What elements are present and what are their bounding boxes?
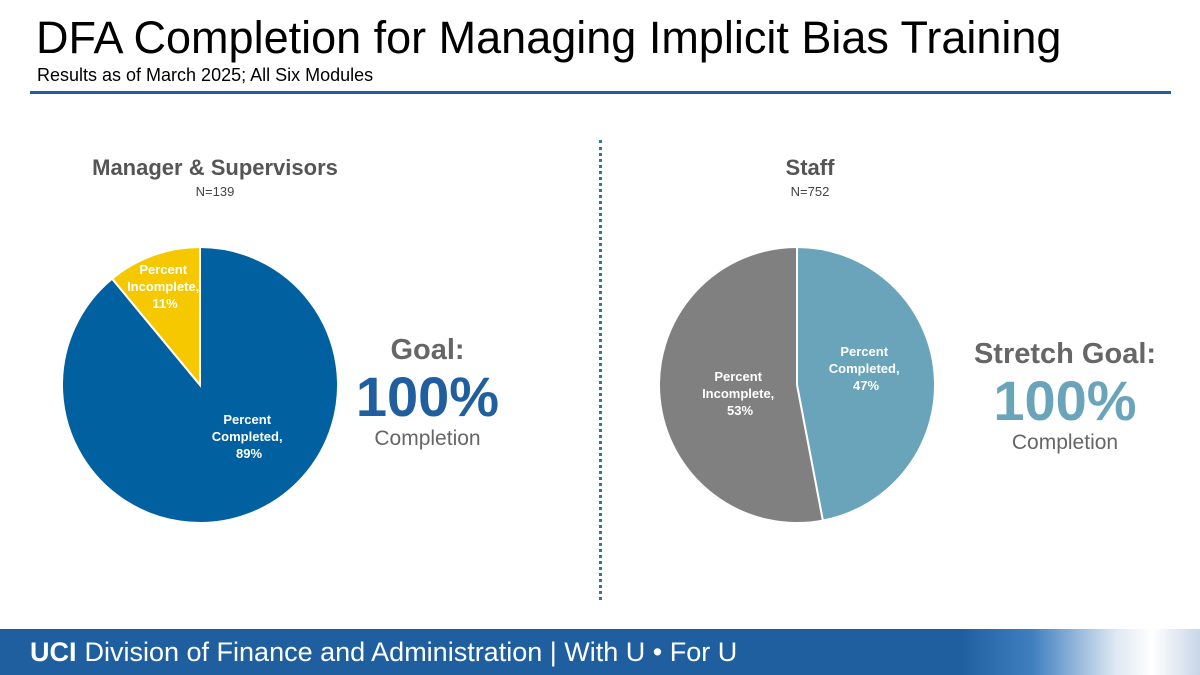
- staff-pie-chart: Percent Completed, 47% Percent Incomplet…: [658, 245, 936, 524]
- managers-incomplete-label-1: Percent: [139, 262, 187, 277]
- staff-incomplete-label-1: Percent: [714, 369, 762, 384]
- managers-completed-label-2: Completed,: [212, 429, 283, 444]
- svg-text:Percent Completed, 89%: Percent Completed, 89%: [212, 412, 286, 461]
- managers-incomplete-label-3: 11%: [152, 296, 178, 311]
- staff-goal-block: Stretch Goal: 100% Completion: [960, 337, 1170, 455]
- staff-completed-label-2: Completed,: [829, 361, 900, 376]
- staff-completed-label-3: 47%: [853, 378, 879, 393]
- staff-incomplete-label-2: Incomplete,: [702, 386, 774, 401]
- managers-goal-label: Goal:: [390, 334, 465, 366]
- managers-goal-completion: Completion: [374, 427, 481, 450]
- footer-branding: UCI Division of Finance and Administratio…: [30, 636, 737, 668]
- svg-text:Percent Incomplete, 53: Percent Incomplete, 53%: [702, 369, 778, 418]
- panel-divider: [599, 140, 602, 600]
- managers-chart-title: Manager & Supervisors: [92, 155, 338, 180]
- page-subtitle: Results as of March 2025; All Six Module…: [37, 65, 374, 85]
- staff-slice-completed: [796, 245, 936, 522]
- footer-logo: UCI: [30, 637, 77, 667]
- staff-completed-label-1: Percent: [840, 344, 888, 359]
- staff-incomplete-label-3: 53%: [727, 403, 753, 418]
- staff-sample-size: N=752: [790, 184, 830, 199]
- staff-goal-value: 100%: [993, 369, 1137, 432]
- managers-slice-incomplete: [110, 245, 201, 388]
- staff-goal-label: Stretch Goal:: [973, 338, 1157, 370]
- managers-goal-block: Goal: 100% Completion: [350, 333, 505, 451]
- managers-goal-value: 100%: [355, 365, 500, 428]
- managers-completed-label-3: 89%: [236, 446, 262, 461]
- managers-incomplete-label-2: Incomplete,: [127, 279, 199, 294]
- staff-goal-completion: Completion: [1011, 431, 1119, 454]
- staff-chart-title: Staff: [785, 155, 835, 180]
- staff-slice-incomplete: [658, 245, 825, 524]
- managers-pie-chart: Percent Completed, 89% Percent Incomplet…: [61, 245, 339, 524]
- footer-tagline: Division of Finance and Administration |…: [84, 637, 738, 667]
- managers-sample-size: N=139: [195, 184, 235, 199]
- managers-completed-label-1: Percent: [223, 412, 271, 427]
- svg-text:Percent Incomplete, 11: Percent Incomplete, 11%: [127, 262, 203, 311]
- svg-text:Percent Completed, 47%: Percent Completed, 47%: [829, 344, 903, 393]
- footer-bar: UCI Division of Finance and Administratio…: [0, 629, 1200, 675]
- title-underline: [30, 91, 1171, 94]
- page-title: DFA Completion for Managing Implicit Bia…: [36, 12, 1062, 63]
